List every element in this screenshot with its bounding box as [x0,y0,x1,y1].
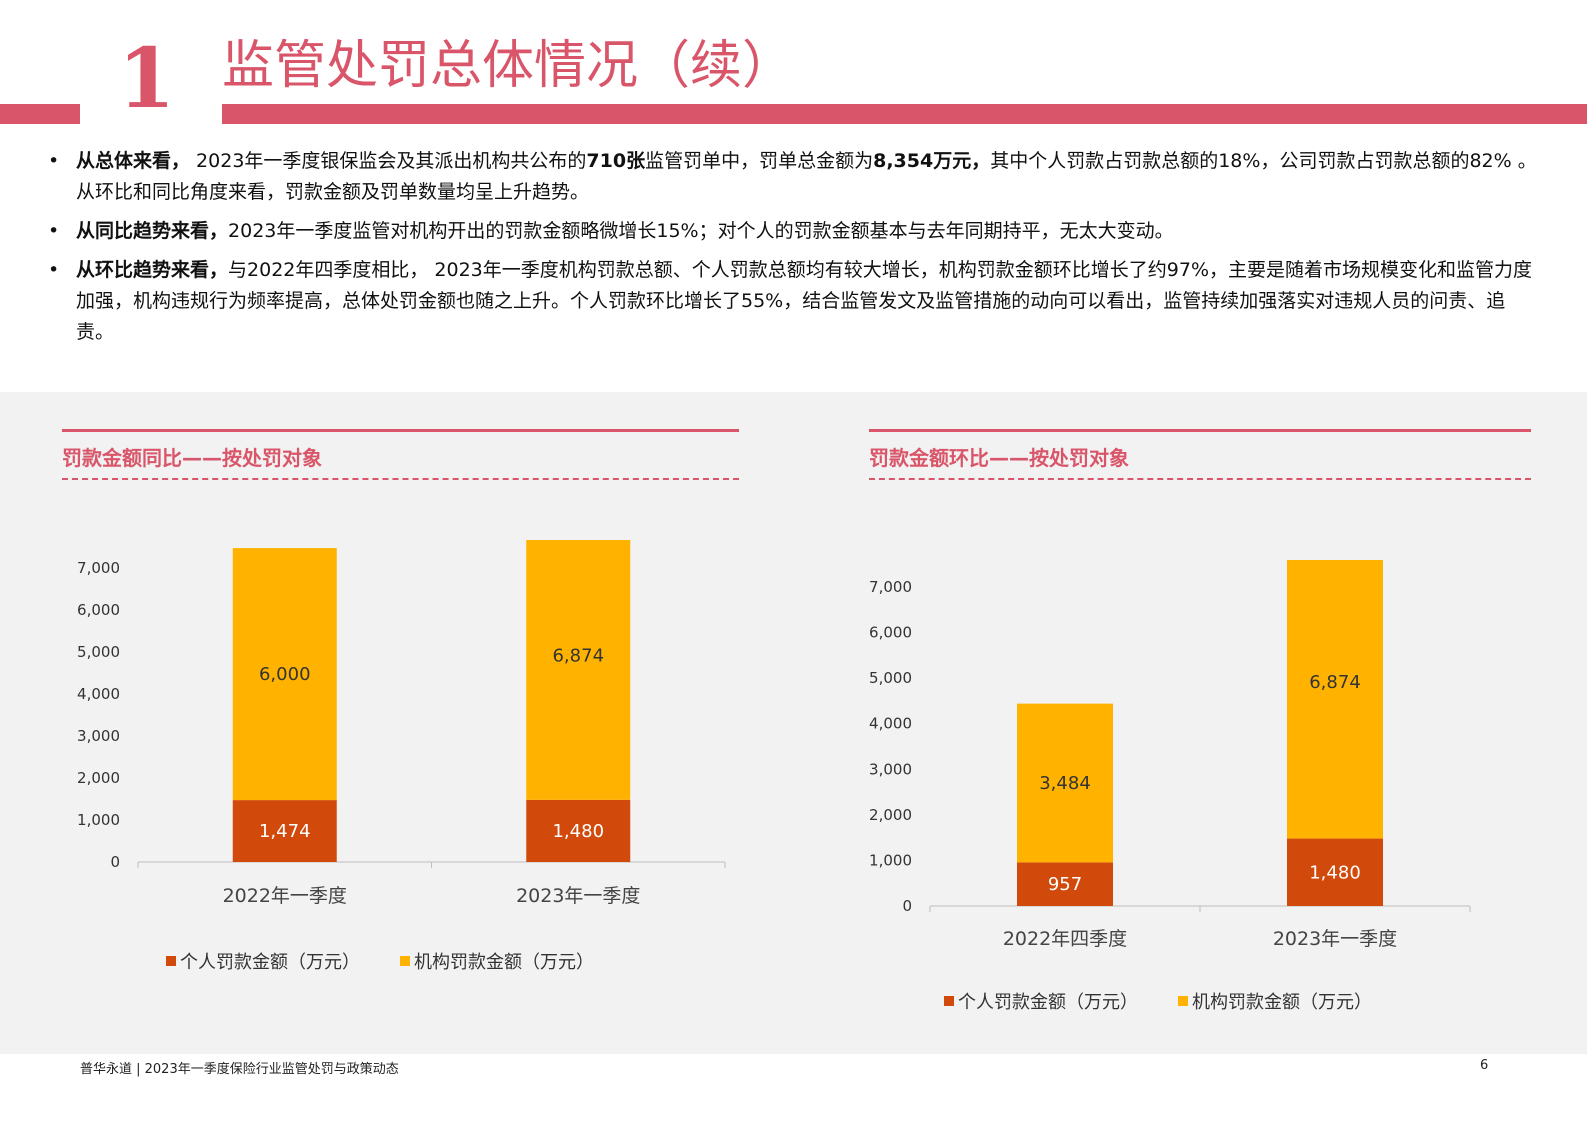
header-accent-bar-left [0,104,80,124]
legend-swatch [944,996,954,1006]
bar-segment [232,548,337,801]
y-tick-label: 6,000 [869,624,912,642]
chart-1-title: 罚款金额同比——按处罚对象 [62,446,322,470]
x-category-label: 2023年一季度 [516,885,640,907]
legend-swatch [400,956,410,966]
x-category-label: 2022年一季度 [223,885,347,907]
y-tick-label: 4,000 [869,715,912,733]
header-accent-bar-right [222,104,1587,124]
bullet-marker: • [48,150,60,172]
bar-segment [1017,703,1113,863]
data-label: 1,480 [1309,862,1361,883]
chart-1-title-bar [62,429,739,432]
legend-swatch [166,956,176,966]
y-tick-label: 7,000 [77,559,120,577]
bullet-marker: • [48,220,60,242]
bullet-item: • 从总体来看， 2023年一季度银保监会及其派出机构共公布的710张监管罚单中，… [48,146,1538,208]
footer-source: 普华永道 | 2023年一季度保险行业监管处罚与政策动态 [80,1062,399,1077]
chart-2-title-bar [869,429,1531,432]
legend-label: 个人罚款金额（万元） [180,952,360,973]
bullet-emphasis: 从同比趋势来看， [76,220,229,242]
bar-segment [1287,560,1383,839]
data-label: 1,474 [259,821,311,842]
data-label: 6,874 [1309,672,1361,693]
bullet-text: 2023年一季度银保监会及其派出机构共公布的 [190,150,587,172]
y-tick-label: 2,000 [869,806,912,824]
data-label: 957 [1048,874,1082,895]
y-tick-label: 6,000 [77,601,120,619]
data-label: 6,000 [259,664,311,685]
data-label: 1,480 [552,821,604,842]
y-tick-label: 5,000 [77,643,120,661]
bullet-text: 其中个人罚款占罚款总额的18%，公司罚款占罚款总额的82% 。从环比和同比角度来… [76,150,1537,203]
data-label: 6,874 [552,645,604,666]
chart-1-divider [62,478,739,480]
bullet-text: 与2022年四季度相比， 2023年一季度机构罚款总额、个人罚款总额均有较大增长… [76,259,1532,343]
legend-item: 机构罚款金额（万元） [1178,988,1372,1014]
page-title: 监管处罚总体情况（续） [222,36,795,96]
x-category-label: 2022年四季度 [1003,928,1127,950]
bullet-item: • 从环比趋势来看，与2022年四季度相比， 2023年一季度机构罚款总额、个人罚… [48,255,1538,348]
section-number: 1 [118,31,176,127]
bullet-marker: • [48,259,60,281]
bullet-text: 2023年一季度监管对机构开出的罚款金额略微增长15%；对个人的罚款金额基本与去… [228,220,1174,242]
bullet-emphasis: 从环比趋势来看， [76,259,229,281]
bullet-emphasis: 8,354万元， [873,150,991,172]
legend-item: 机构罚款金额（万元） [400,948,594,974]
bullet-emphasis: 从总体来看， [76,150,191,172]
bar-segment [1017,862,1113,906]
legend-item: 个人罚款金额（万元） [166,948,360,974]
bullet-item: • 从同比趋势来看，2023年一季度监管对机构开出的罚款金额略微增长15%；对个人… [48,216,1538,247]
bar-segment [1287,838,1383,906]
chart-2-divider [869,478,1531,480]
legend-label: 个人罚款金额（万元） [958,992,1138,1013]
data-label: 3,484 [1039,773,1091,794]
bar-segment [232,800,337,862]
bullet-text: 监管罚单中，罚单总金额为 [645,150,874,172]
y-tick-label: 1,000 [77,811,120,829]
y-tick-label: 1,000 [869,851,912,869]
y-tick-label: 3,000 [77,727,120,745]
x-category-label: 2023年一季度 [1273,928,1397,950]
y-tick-label: 0 [110,853,120,871]
legend-label: 机构罚款金额（万元） [414,952,594,973]
chart-2-title: 罚款金额环比——按处罚对象 [869,446,1129,470]
legend-swatch [1178,996,1188,1006]
chart-1-plot: 0 1,000 2,000 3,000 4,000 5,000 6,000 7,000 1,47… [77,540,726,907]
chart-1-legend: 个人罚款金额（万元） 机构罚款金额（万元） [166,948,594,974]
page-number: 6 [1480,1058,1489,1073]
chart-2-legend: 个人罚款金额（万元） 机构罚款金额（万元） [944,988,1372,1014]
y-tick-label: 3,000 [869,760,912,778]
bar-segment [526,799,631,862]
y-tick-label: 4,000 [77,685,120,703]
bullet-emphasis: 710张 [586,150,646,172]
y-tick-label: 0 [902,897,912,915]
bar-segment [526,540,631,800]
y-tick-label: 5,000 [869,669,912,687]
legend-label: 机构罚款金额（万元） [1192,992,1372,1013]
chart-2-plot: 0 1,000 2,000 3,000 4,000 5,000 6,000 7,000 957 3… [869,560,1471,950]
bullet-list: • 从总体来看， 2023年一季度银保监会及其派出机构共公布的710张监管罚单中，… [48,146,1538,356]
y-tick-label: 7,000 [869,578,912,596]
y-tick-label: 2,000 [77,769,120,787]
legend-item: 个人罚款金额（万元） [944,988,1138,1014]
